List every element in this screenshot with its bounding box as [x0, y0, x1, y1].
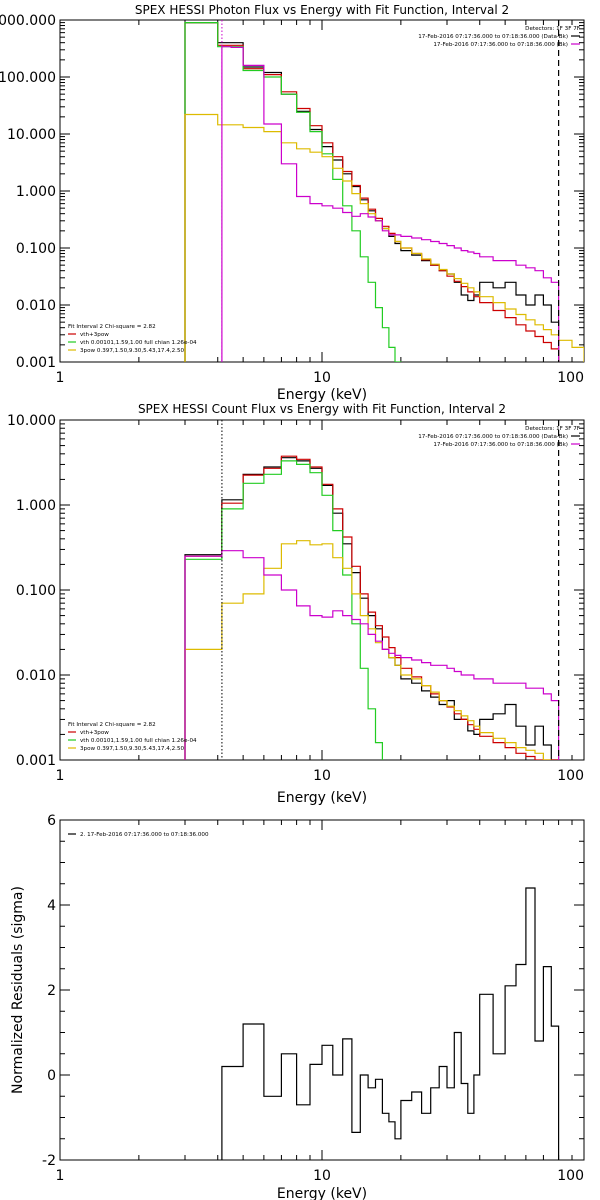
legend-top-right: Detectors: 1F 3F 7F 17-Feb-2016 07:17:36.… [418, 26, 580, 48]
y-axis: 0.001 0.010 0.100 1.000 10.000 [7, 413, 584, 769]
legend-text: Detectors: 1F 3F 7F [525, 26, 580, 32]
x-axis-label: Energy (keV) [277, 387, 367, 403]
series-group [221, 887, 560, 1160]
legend-bottom-left: Fit Interval 2 Chi-square = 2.82 vth+3pow… [68, 324, 197, 354]
x-axis-label: Energy (keV) [277, 1186, 367, 1200]
chart-2: SPEX HESSI Count Flux vs Energy with Fit… [7, 402, 585, 806]
legend-text: Fit Interval 2 Chi-square = 2.82 [68, 722, 156, 728]
legend-text: 17-Feb-2016 07:17:36.000 to 07:18:36.000… [433, 42, 568, 48]
y-axis: -2 0 2 4 6 Normalized Residuals (sigma) [10, 813, 584, 1169]
legend-text: Detectors: 1F 3F 7F [525, 426, 580, 432]
x-tick-label: 10 [313, 370, 331, 386]
y-tick-label: 0.100 [16, 583, 56, 599]
chart-title: SPEX HESSI Count Flux vs Energy with Fit… [138, 402, 506, 416]
series-line-3 [184, 22, 413, 362]
y-tick-label: 0.001 [16, 753, 56, 769]
y-tick-label: 0.001 [16, 355, 56, 371]
y-axis: 0.001 0.010 0.100 1.000 10.000 100.000 1000.00… [0, 13, 584, 371]
legend-text: 17-Feb-2016 07:17:36.000 to 07:18:36.000… [418, 434, 568, 440]
y-tick-label: 6 [47, 813, 56, 829]
x-axis: 1 10 100 Energy (keV) [56, 420, 585, 806]
x-axis: 1 10 100 Energy (keV) [56, 820, 585, 1200]
series-line-4 [184, 540, 552, 760]
legend-top-right: Detectors: 1F 3F 7F 17-Feb-2016 07:17:36.… [418, 426, 580, 448]
y-axis-label: Normalized Residuals (sigma) [10, 886, 26, 1094]
y-tick-label: 10.000 [7, 127, 56, 143]
x-tick-label: 10 [313, 768, 331, 784]
series-line-4 [184, 113, 584, 362]
y-tick-label: 2 [47, 983, 56, 999]
legend-bottom-left: Fit Interval 2 Chi-square = 2.82 vth+3pow… [68, 722, 197, 752]
legend-text: 17-Feb-2016 07:17:36.000 to 07:18:36.000… [418, 34, 568, 40]
series-group [184, 455, 560, 760]
y-tick-label: 100.000 [0, 70, 56, 86]
legend-text: vth 0.00101,1.59,1.00 full chian 1.26e-0… [80, 738, 197, 744]
series-line-1 [184, 22, 560, 362]
chart-title: SPEX HESSI Photon Flux vs Energy with Fi… [135, 3, 509, 17]
series-line-2 [184, 22, 560, 362]
series-line-2 [184, 455, 559, 760]
legend-text: 2. 17-Feb-2016 07:17:36.000 to 07:18:36.… [80, 832, 209, 838]
chart-3: 1 10 100 Energy (keV) -2 0 2 4 6 Normalized Resid… [10, 813, 585, 1200]
y-tick-label: 1.000 [16, 184, 56, 200]
x-tick-label: 100 [557, 370, 584, 386]
x-tick-label: 10 [313, 1168, 331, 1184]
series-line-5 [221, 46, 560, 362]
series-line-1 [221, 887, 560, 1160]
y-tick-label: 1000.000 [0, 13, 56, 29]
y-tick-label: 10.000 [7, 413, 56, 429]
x-tick-label: 1 [56, 370, 65, 386]
y-tick-label: 4 [47, 898, 56, 914]
y-tick-label: 0 [47, 1068, 56, 1084]
legend-text: Fit Interval 2 Chi-square = 2.82 [68, 324, 156, 330]
y-tick-label: -2 [42, 1153, 56, 1169]
legend-text: 17-Feb-2016 07:17:36.000 to 07:18:36.000… [433, 442, 568, 448]
x-tick-label: 1 [56, 768, 65, 784]
y-tick-label: 0.100 [16, 241, 56, 257]
y-tick-label: 0.010 [16, 298, 56, 314]
series-line-3 [184, 460, 390, 760]
y-tick-label: 1.000 [16, 498, 56, 514]
x-tick-label: 1 [56, 1168, 65, 1184]
x-tick-label: 100 [557, 1168, 584, 1184]
chart-1: SPEX HESSI Photon Flux vs Energy with Fi… [0, 3, 585, 403]
series-line-5 [184, 550, 560, 760]
x-axis: 1 10 100 Energy (keV) [56, 20, 585, 403]
x-axis-label: Energy (keV) [277, 790, 367, 806]
legend-text: 3pow 0.397,1.50,9.30,5.43,17.4,2.50 [80, 348, 185, 354]
legend-text: vth 0.00101,1.59,1.00 full chian 1.26e-0… [80, 340, 197, 346]
legend-text: vth+3pow [80, 730, 109, 736]
legend-text: 3pow 0.397,1.50,9.30,5.43,17.4,2.50 [80, 746, 185, 752]
legend-text: vth+3pow [80, 332, 109, 338]
series-group [184, 22, 584, 362]
x-tick-label: 100 [557, 768, 584, 784]
y-tick-label: 0.010 [16, 668, 56, 684]
legend-top-left: 2. 17-Feb-2016 07:17:36.000 to 07:18:36.… [68, 832, 209, 838]
